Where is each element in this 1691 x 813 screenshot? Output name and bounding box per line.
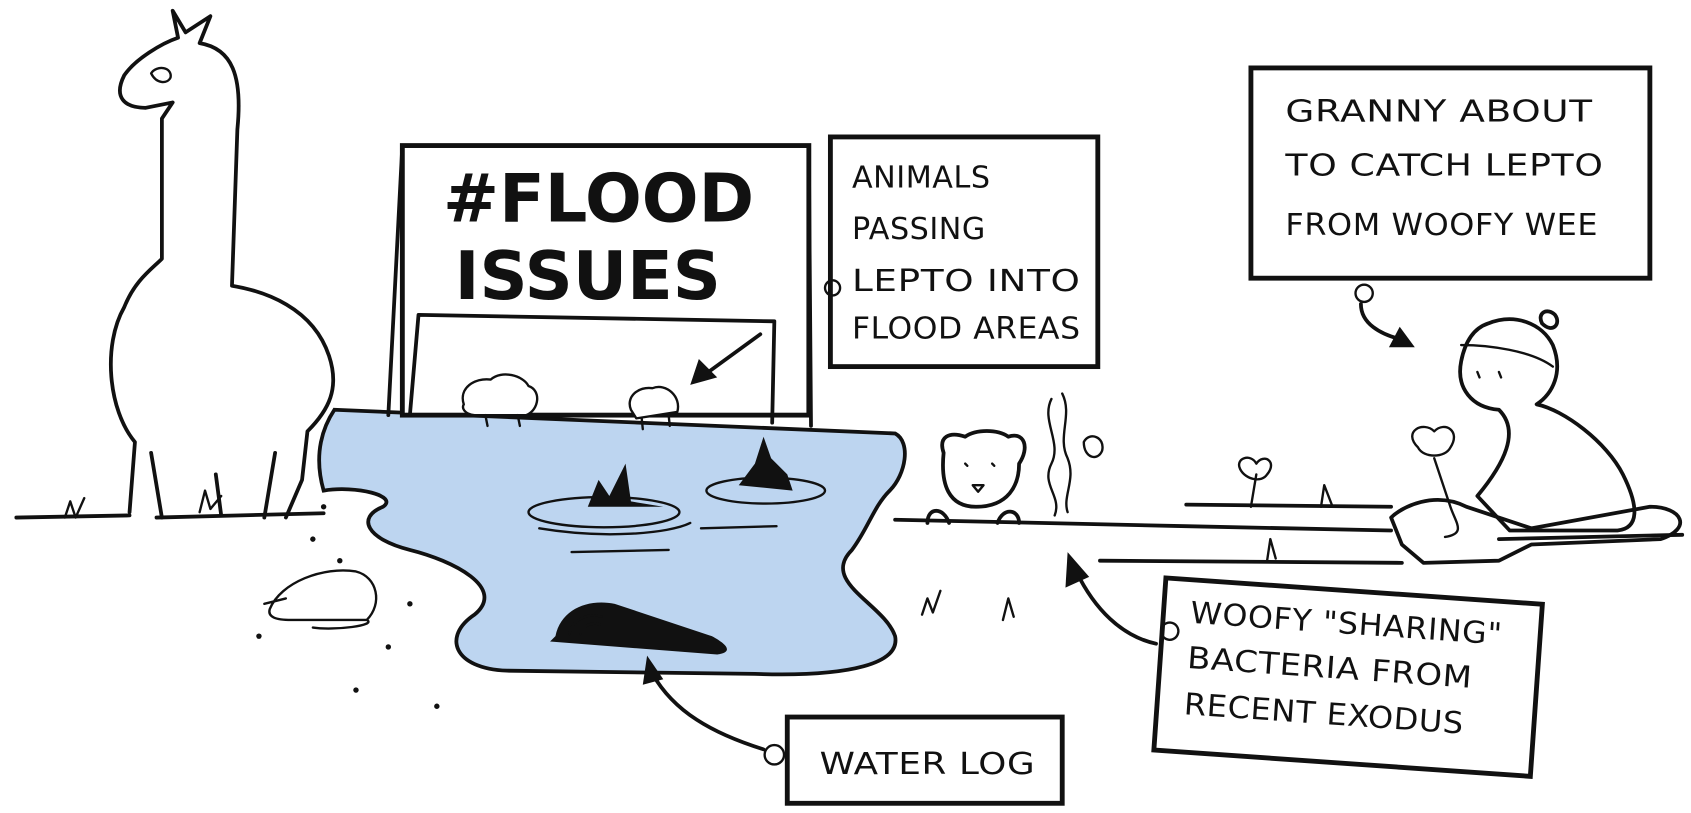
flower <box>1412 427 1458 537</box>
illustration: #FLOOD ISSUES ANIMALS PASSING LEPTO INTO… <box>0 0 1691 813</box>
sign-text: ISSUES <box>455 237 721 315</box>
dog <box>927 431 1024 523</box>
label: FROM WOOFY WEE <box>1285 208 1598 243</box>
drawing <box>337 558 342 563</box>
label: PASSING <box>852 212 986 247</box>
sign-text: #FLOOD <box>443 159 754 237</box>
page: {"sign": {"lines": ["#FLOOD", "ISSUES"]}… <box>0 0 1691 813</box>
drawing <box>434 704 439 709</box>
arrow-head <box>1065 552 1089 588</box>
rat <box>264 570 376 628</box>
llama-eye <box>151 68 171 82</box>
label: GRANNY ABOUT <box>1285 95 1592 130</box>
arrow <box>1076 571 1156 643</box>
label: LEPTO INTO <box>852 264 1081 299</box>
stink-lines <box>1048 394 1102 516</box>
label: WATER LOG <box>820 747 1036 782</box>
dog-face <box>965 464 994 492</box>
arrow <box>652 674 763 749</box>
label: FLOOD AREAS <box>852 311 1081 346</box>
granny-face <box>1461 345 1553 377</box>
drawing <box>386 644 391 649</box>
drawing <box>310 536 315 541</box>
drawing <box>407 601 412 606</box>
tag-hole <box>1356 285 1373 302</box>
drawing <box>353 687 358 692</box>
tag-hole <box>765 745 784 764</box>
label: TO CATCH LEPTO <box>1284 149 1603 184</box>
llama <box>111 11 333 518</box>
drawing <box>256 633 261 638</box>
label: ANIMALS <box>852 160 991 195</box>
callout-tag: WOOFY "SHARING" BACTERIA FROM RECENT EXO… <box>1153 578 1543 777</box>
drawing <box>630 387 678 418</box>
granny <box>1460 311 1634 530</box>
drawing <box>321 504 326 509</box>
